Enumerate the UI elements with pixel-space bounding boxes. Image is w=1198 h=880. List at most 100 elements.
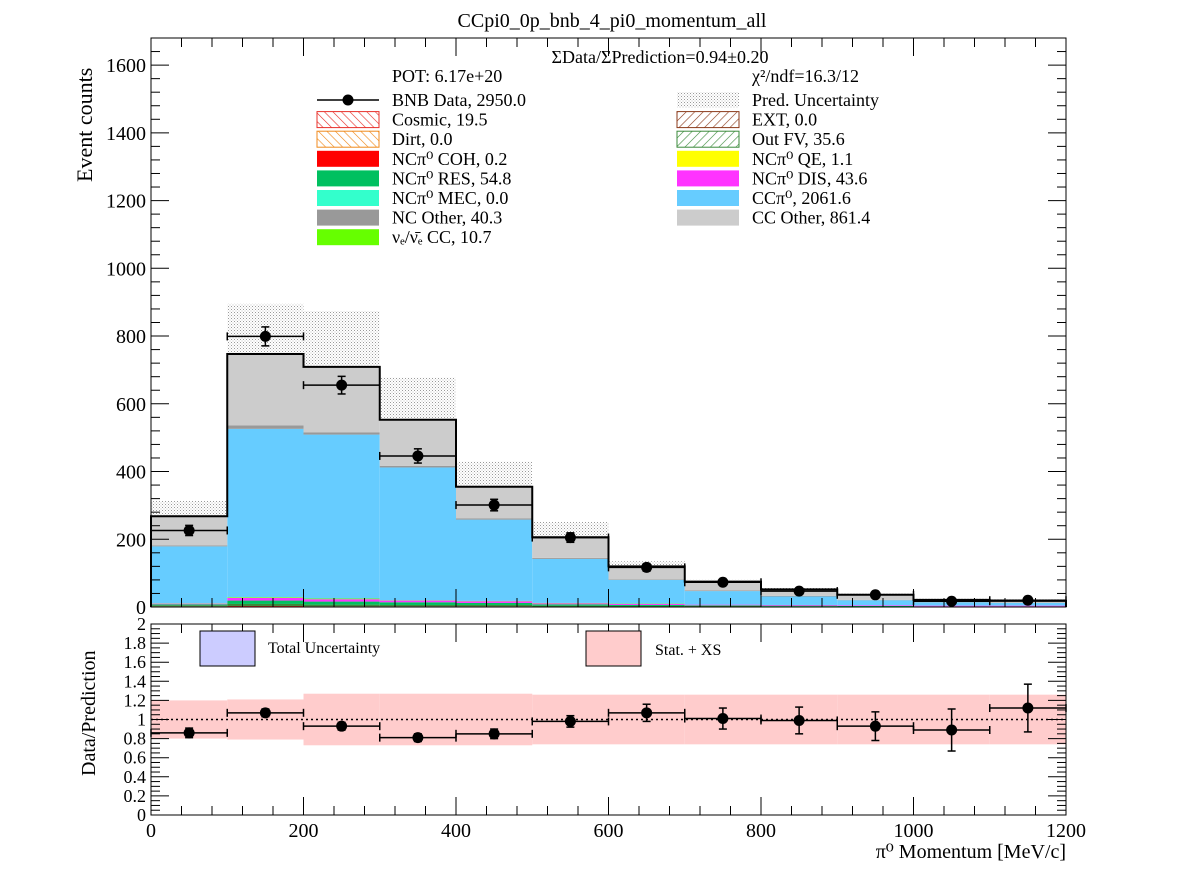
stack-bar-nc-res <box>532 604 608 605</box>
data-point <box>260 331 271 342</box>
data-point <box>412 450 423 461</box>
y-axis-label-top: Event counts <box>72 68 97 182</box>
stack-bar-nc-dis <box>609 604 685 605</box>
legend-swatch-uncertainty <box>677 92 739 108</box>
y-tick-label: 600 <box>116 394 146 416</box>
x-tick-label: 600 <box>594 820 624 842</box>
ratio-y-tick-label: 1.4 <box>124 671 147 691</box>
ratio-legend-stat-label: Stat. + XS <box>655 642 721 659</box>
data-point <box>641 562 652 573</box>
ratio-point <box>489 728 500 739</box>
data-point <box>184 525 195 536</box>
ratio-point <box>1022 703 1033 714</box>
legend-label: νₑ/ν̄ₑ CC, 10.7 <box>392 227 492 247</box>
legend-swatch-hatch <box>677 131 739 147</box>
y-tick-label: 400 <box>116 462 146 484</box>
pred-uncertainty-band <box>380 377 456 419</box>
ratio-y-tick-label: 1.8 <box>124 633 147 653</box>
ratio-y-tick-label: 1.2 <box>124 690 147 710</box>
legend-label: Out FV, 35.6 <box>752 129 845 149</box>
legend-label: CC Other, 861.4 <box>752 208 870 228</box>
legend-label: Dirt, 0.0 <box>392 129 453 149</box>
ratio-point <box>870 721 881 732</box>
x-tick-label: 1000 <box>894 820 934 842</box>
legend-label: NCπ⁰ QE, 1.1 <box>752 149 853 169</box>
ratio-legend-total-swatch <box>200 631 255 666</box>
stack-bar-nc-dis <box>304 599 380 601</box>
legend-swatch <box>677 151 739 167</box>
legend-swatch <box>317 210 379 226</box>
ratio-y-tick-label: 0.6 <box>124 748 147 768</box>
ratio-legend-total-label: Total Uncertainty <box>268 640 380 657</box>
stack-bar-nc-other <box>609 579 685 580</box>
stack-bar-nc-dis <box>151 604 227 605</box>
stack-bar-nc-dis <box>532 603 608 604</box>
stack-bar-cc- <box>456 520 532 601</box>
stack-bar-nc-dis <box>227 598 303 601</box>
y-tick-label: 200 <box>116 529 146 551</box>
data-point <box>489 500 500 511</box>
stack-bar-nc-other <box>456 518 532 519</box>
stack-bar-nc-res <box>151 604 227 605</box>
ratio-y-tick-label: 1.6 <box>124 652 147 672</box>
data-point <box>717 577 728 588</box>
y-tick-label: 1000 <box>106 258 146 280</box>
legend-label: NCπ⁰ RES, 54.8 <box>392 168 511 188</box>
ratio-y-tick-label: 0.4 <box>124 767 147 787</box>
stack-bar-cc- <box>837 600 913 605</box>
stack-bar-out-fv <box>227 604 303 606</box>
data-point <box>870 589 881 600</box>
summary-ratio-text: ΣData/ΣPrediction=0.94±0.20 <box>552 47 769 67</box>
stack-bar-cc- <box>380 467 456 600</box>
stack-bar-cc- <box>532 559 608 603</box>
x-axis-label: π⁰ Momentum [MeV/c] <box>876 841 1066 863</box>
legend-swatch <box>317 151 379 167</box>
ratio-y-tick-label: 1 <box>137 710 146 730</box>
data-point <box>565 532 576 543</box>
legend-label: NCπ⁰ MEC, 0.0 <box>392 188 508 208</box>
stack-bar-out-fv <box>151 605 227 606</box>
y-tick-label: 800 <box>116 326 146 348</box>
legend-swatch <box>317 170 379 186</box>
ratio-legend-stat-swatch <box>586 631 641 666</box>
stack-bar-cc-other <box>227 354 303 425</box>
ratio-point <box>641 707 652 718</box>
stack-bar-nc-res <box>685 605 761 606</box>
legend-label: Pred. Uncertainty <box>752 90 879 110</box>
legend-swatch <box>677 170 739 186</box>
y-axis-label-ratio: Data/Prediction <box>78 650 100 776</box>
stack-bar-nc-res <box>380 602 456 605</box>
chart-title: CCpi0_0p_bnb_4_pi0_momentum_all <box>458 10 767 32</box>
y-tick-label: 1400 <box>106 123 146 145</box>
chi2-text: χ²/ndf=16.3/12 <box>751 66 859 86</box>
ratio-y-tick-label: 0 <box>137 805 146 825</box>
pred-uncertainty-band <box>304 311 380 367</box>
stack-bar-nc-res <box>304 602 380 605</box>
stack-bar-cc- <box>304 435 380 599</box>
legend-swatch <box>317 190 379 206</box>
stack-bar-nc-res <box>761 606 837 607</box>
legend-label: NCπ⁰ COH, 0.2 <box>392 149 507 169</box>
data-point <box>1022 595 1033 606</box>
ratio-point <box>412 732 423 743</box>
legend-swatch <box>677 190 739 206</box>
ratio-point <box>717 713 728 724</box>
ratio-y-tick-label: 0.8 <box>124 729 147 749</box>
data-point <box>794 586 805 597</box>
stack-bar-nc-res <box>227 601 303 604</box>
legend-label: NC Other, 40.3 <box>392 208 502 228</box>
stack-bar-nc-other <box>532 558 608 559</box>
stack-bar-nc-dis <box>685 605 761 606</box>
stack-bar--cc <box>304 599 380 600</box>
x-tick-label: 0 <box>146 820 156 842</box>
stack-bar-cc- <box>609 580 685 604</box>
stack-bar-cc- <box>151 546 227 603</box>
ratio-point <box>336 721 347 732</box>
legend-label: EXT, 0.0 <box>752 110 817 130</box>
x-tick-label: 400 <box>441 820 471 842</box>
stack-bar-nc-other <box>304 432 380 434</box>
stack-bar-nc-other <box>380 466 456 468</box>
legend-label: CCπ⁰, 2061.6 <box>752 188 851 208</box>
stack-bar-out-fv <box>380 605 456 606</box>
pred-uncertainty-band <box>151 501 227 516</box>
